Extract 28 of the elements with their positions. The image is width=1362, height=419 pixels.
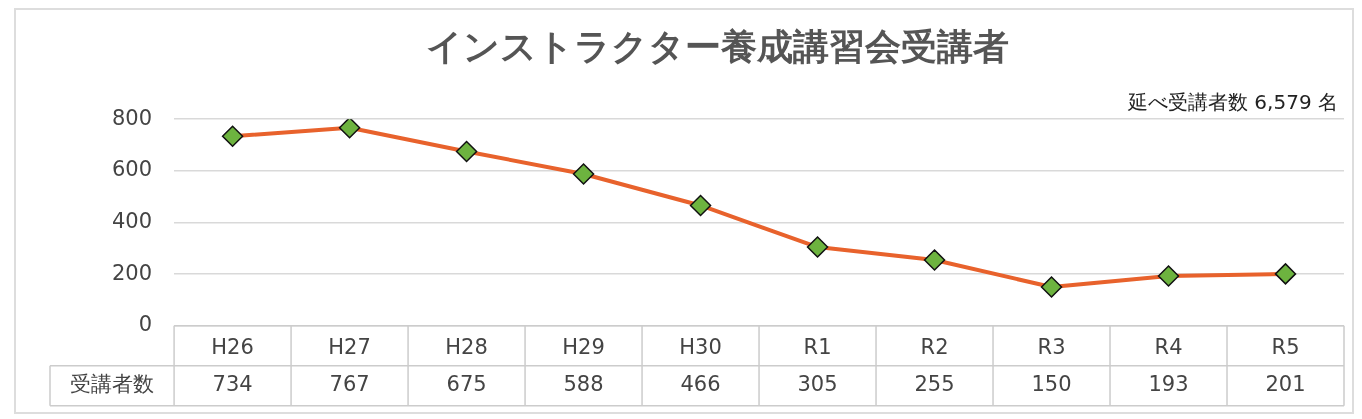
data-label: 193 <box>1148 372 1189 397</box>
data-label: 201 <box>1265 372 1306 397</box>
data-label: 466 <box>680 372 721 397</box>
x-tick-label: R1 <box>803 334 832 359</box>
y-tick-label: 200 <box>111 260 153 285</box>
y-tick-label: 0 <box>138 312 153 337</box>
x-tick-label: R2 <box>920 334 949 359</box>
data-label: 150 <box>1031 372 1072 397</box>
x-tick-label: R3 <box>1037 334 1066 359</box>
data-label: 767 <box>329 372 370 397</box>
x-tick-label: H26 <box>211 334 254 359</box>
data-label: 255 <box>914 372 955 397</box>
x-tick-label: H29 <box>562 334 605 359</box>
x-tick-label: H27 <box>328 334 371 359</box>
y-tick-label: 800 <box>111 105 153 130</box>
text: 延べ受講者数 6,579 名 <box>1127 90 1338 115</box>
x-tick-label: R4 <box>1154 334 1183 359</box>
text: 受講者数 <box>70 372 155 397</box>
x-tick-label: H28 <box>445 334 488 359</box>
y-tick-label: 600 <box>111 157 153 182</box>
chart-title: インストラクター養成講習会受講者 <box>425 25 1009 67</box>
data-label: 675 <box>446 372 487 397</box>
data-label: 305 <box>797 372 838 397</box>
y-tick-label: 400 <box>111 208 153 233</box>
x-tick-label: R5 <box>1271 334 1300 359</box>
x-tick-label: H30 <box>679 334 722 359</box>
data-label: 734 <box>212 372 253 397</box>
data-label: 588 <box>563 372 604 397</box>
